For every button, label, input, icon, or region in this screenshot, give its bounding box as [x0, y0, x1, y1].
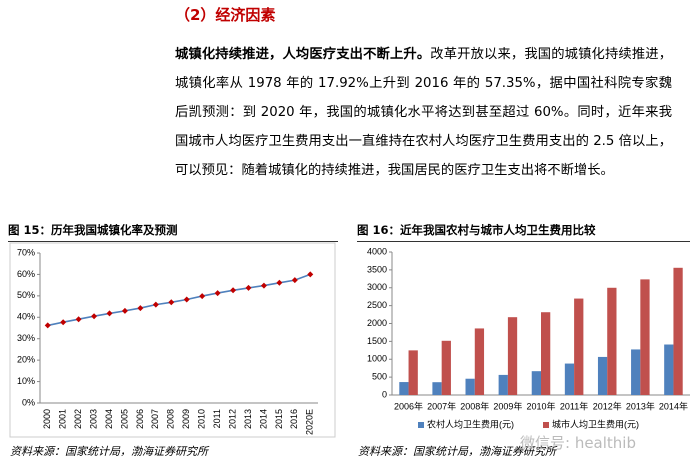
bar [441, 340, 451, 395]
y-tick-label: 20% [17, 355, 35, 365]
chart: 0% 10% 20% 30% 40% 50% 60% 70% 2000 2001 2002 2003 2… [9, 242, 336, 438]
x-tick-label: 2006年 [394, 400, 423, 411]
marker [260, 282, 267, 289]
x-tick-label: 2008 [166, 409, 176, 429]
chart-frame [9, 242, 336, 438]
y-tick-label: 3500 [367, 264, 387, 274]
x-tick-label: 2006 [135, 409, 145, 429]
marker [137, 305, 144, 312]
bar [432, 382, 442, 395]
bar [498, 374, 508, 395]
marker [91, 313, 98, 320]
chart: 0 500 1000 1500 2000 2500 3000 3500 4000 2006年 200… [367, 246, 690, 429]
marker [199, 293, 206, 300]
y-tick-label: 1000 [367, 354, 387, 364]
x-tick-label: 2013年 [626, 400, 655, 411]
figure-title: 图 16：近年我国农村与城市人均卫生费用比较 [357, 222, 690, 242]
x-tick-label: 2014年 [659, 400, 688, 411]
marker [291, 277, 298, 284]
bar [664, 344, 674, 395]
bar [465, 378, 475, 395]
marker [60, 319, 67, 326]
x-tick-label: 2010年 [526, 400, 555, 411]
legend-label: 农村人均卫生费用(元) [427, 418, 514, 429]
marker [307, 271, 314, 278]
marker [44, 322, 51, 329]
x-tick-label: 2007年 [427, 400, 456, 411]
paragraph: 城镇化持续推进，人均医疗支出不断上升。改革开放以来，我国的城镇化持续推进，城镇化… [175, 40, 672, 185]
x-tick-label: 2015 [274, 409, 284, 429]
bar [574, 298, 584, 395]
x-tick-label: 2002 [73, 409, 83, 429]
paragraph-body: 改革开放以来，我国的城镇化持续推进，城镇化率从 1978 年的 17.92%上升… [175, 47, 673, 178]
bar [631, 349, 641, 395]
marker [106, 310, 113, 317]
paragraph-lead: 城镇化持续推进，人均医疗支出不断上升。 [175, 47, 431, 62]
x-tick-label: 2012年 [593, 400, 622, 411]
legend-label: 城市人均卫生费用(元) [552, 418, 639, 429]
x-tick-label: 2008年 [460, 400, 489, 411]
marker [75, 316, 82, 323]
x-tick-label: 2009 [181, 409, 191, 429]
x-tick-label: 2011年 [560, 400, 588, 411]
bar [597, 356, 608, 395]
x-tick-label: 2007 [150, 409, 160, 429]
legend-swatch [418, 422, 424, 428]
y-tick-label: 4000 [367, 246, 387, 256]
y-tick-label: 30% [17, 333, 35, 343]
line [47, 273, 311, 327]
legend-swatch [543, 422, 549, 428]
x-tick-label: 2013 [243, 409, 253, 429]
y-tick-label: 2000 [367, 318, 387, 328]
y-tick-label: 0 [382, 389, 387, 399]
x-tick-label: 2010 [197, 409, 207, 429]
y-tick-label: 10% [17, 376, 35, 386]
y-tick-label: 0% [22, 397, 35, 407]
marker [214, 290, 221, 297]
x-tick-label: 2001 [58, 409, 68, 429]
x-tick-label: 2004 [104, 409, 114, 429]
y-tick-label: 50% [17, 290, 35, 300]
y-tick-label: 70% [17, 247, 35, 257]
x-tick-label: 2014 [258, 409, 268, 429]
bar [531, 371, 541, 395]
source: 资料来源：国家统计局，渤海证券研究所 [10, 445, 208, 458]
bar [607, 287, 617, 395]
marker [230, 287, 237, 294]
x-tick-label: 2000 [42, 409, 52, 429]
x-tick-label: 2005 [119, 409, 129, 429]
marker [276, 279, 283, 286]
x-tick-label: 2016 [289, 409, 299, 429]
bar [564, 363, 575, 395]
marker [121, 307, 128, 314]
x-tick-label: 2003 [88, 409, 98, 429]
marker [168, 299, 175, 306]
figure-title: 图 15：历年我国城镇化率及预测 [8, 222, 338, 242]
y-tick-label: 2500 [367, 300, 387, 310]
bar [474, 328, 485, 395]
x-tick-label: 2012 [227, 409, 237, 429]
source: 资料来源：国家统计局，渤海证券研究所 [358, 445, 556, 458]
x-tick-label: 2009年 [493, 400, 522, 411]
bar [408, 350, 418, 395]
bar [541, 312, 551, 395]
bar [673, 267, 683, 395]
marker [152, 301, 159, 308]
x-tick-label: 2020E [305, 409, 315, 435]
bar [399, 382, 409, 395]
y-tick-label: 60% [17, 269, 35, 279]
marker [245, 284, 252, 291]
y-tick-label: 3000 [367, 282, 387, 292]
y-tick-label: 40% [17, 312, 35, 322]
y-tick-label: 500 [372, 372, 387, 382]
x-tick-label: 2011 [212, 409, 222, 428]
y-tick-label: 1500 [367, 336, 387, 346]
section-title: （2）经济因素 [175, 6, 276, 24]
marker [183, 296, 190, 303]
watermark: 微信号: healthib [520, 434, 636, 452]
bar [640, 279, 650, 395]
bar [507, 317, 518, 395]
